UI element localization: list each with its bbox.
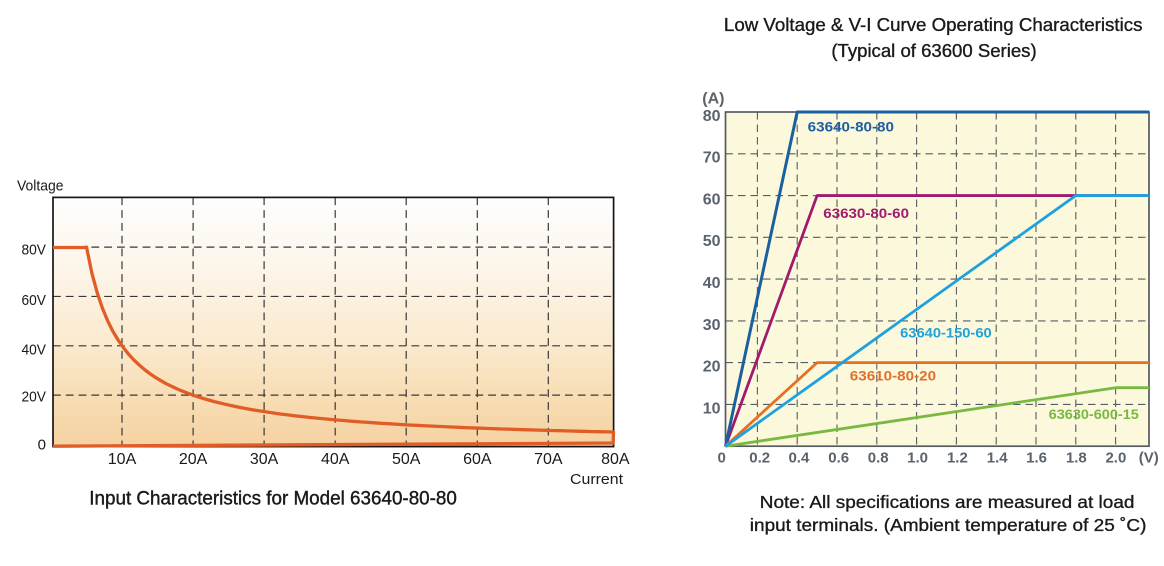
svg-text:Note: All specifications are m: Note: All specifications are measured at… xyxy=(760,492,1135,512)
svg-text:20: 20 xyxy=(703,359,721,376)
svg-text:40V: 40V xyxy=(22,341,47,358)
svg-text:Voltage: Voltage xyxy=(17,178,64,195)
svg-text:60V: 60V xyxy=(22,292,47,309)
svg-text:63630-600-15: 63630-600-15 xyxy=(1049,406,1139,422)
svg-text:1.8: 1.8 xyxy=(1066,450,1087,467)
svg-text:2.0: 2.0 xyxy=(1105,450,1126,467)
svg-text:1.4: 1.4 xyxy=(987,450,1009,467)
svg-text:0.4: 0.4 xyxy=(788,450,810,467)
svg-text:80A: 80A xyxy=(601,451,630,468)
svg-text:1.6: 1.6 xyxy=(1026,450,1047,467)
svg-text:Low Voltage & V-I Curve Operat: Low Voltage & V-I Curve Operating Charac… xyxy=(724,15,1143,35)
svg-text:10: 10 xyxy=(703,400,721,417)
svg-text:20A: 20A xyxy=(179,451,208,468)
svg-text:63640-80-80: 63640-80-80 xyxy=(808,119,895,135)
svg-text:10A: 10A xyxy=(108,451,137,468)
svg-text:50A: 50A xyxy=(392,451,421,468)
svg-text:70A: 70A xyxy=(534,451,563,468)
svg-text:Input Characteristics for Mode: Input Characteristics for Model 63640-80… xyxy=(89,488,457,509)
svg-text:63610-80-20: 63610-80-20 xyxy=(850,367,937,383)
svg-text:30A: 30A xyxy=(250,451,279,468)
svg-text:40: 40 xyxy=(703,275,721,292)
svg-text:50: 50 xyxy=(703,233,721,250)
svg-text:30: 30 xyxy=(703,317,721,334)
svg-text:70: 70 xyxy=(703,150,721,167)
svg-text:1.0: 1.0 xyxy=(907,450,928,467)
svg-text:(A): (A) xyxy=(702,91,724,108)
svg-text:40A: 40A xyxy=(321,451,350,468)
svg-text:20V: 20V xyxy=(22,389,47,406)
svg-text:80V: 80V xyxy=(22,241,47,258)
svg-text:80: 80 xyxy=(703,108,721,125)
svg-text:63630-80-60: 63630-80-60 xyxy=(823,205,909,221)
svg-text:0: 0 xyxy=(718,450,726,467)
svg-text:(Typical of 63600 Series): (Typical of 63600 Series) xyxy=(831,41,1036,61)
svg-text:60: 60 xyxy=(703,192,721,209)
svg-text:input terminals. (Ambient temp: input terminals. (Ambient temperature of… xyxy=(750,515,1147,535)
svg-text:0.8: 0.8 xyxy=(868,450,889,467)
svg-text:Current: Current xyxy=(570,471,624,488)
svg-text:63640-150-60: 63640-150-60 xyxy=(900,325,992,341)
svg-text:0.2: 0.2 xyxy=(749,450,770,467)
svg-text:60A: 60A xyxy=(463,451,492,468)
svg-text:(V): (V) xyxy=(1139,450,1159,467)
svg-text:1.2: 1.2 xyxy=(947,450,968,467)
svg-text:0.6: 0.6 xyxy=(828,450,849,467)
svg-text:0: 0 xyxy=(38,436,46,453)
